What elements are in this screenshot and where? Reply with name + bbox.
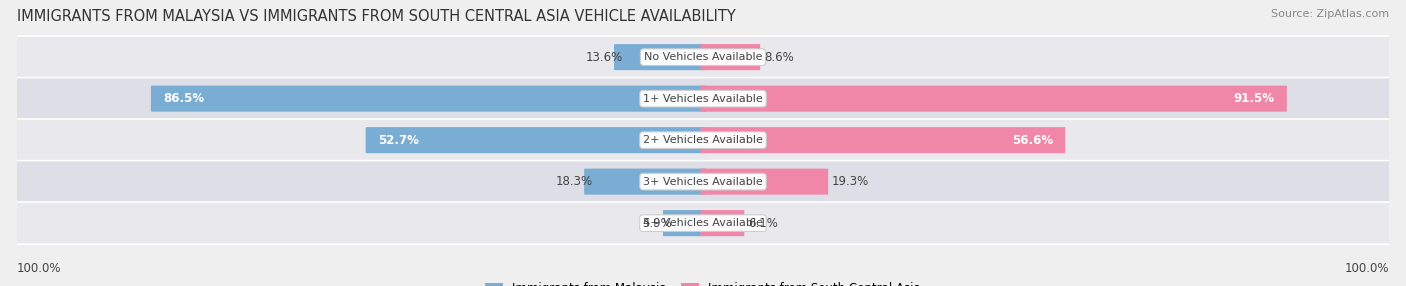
Text: 5.9%: 5.9% — [643, 217, 672, 230]
Text: 91.5%: 91.5% — [1234, 92, 1275, 105]
Legend: Immigrants from Malaysia, Immigrants from South Central Asia: Immigrants from Malaysia, Immigrants fro… — [481, 277, 925, 286]
Text: 100.0%: 100.0% — [17, 262, 62, 275]
Text: IMMIGRANTS FROM MALAYSIA VS IMMIGRANTS FROM SOUTH CENTRAL ASIA VEHICLE AVAILABIL: IMMIGRANTS FROM MALAYSIA VS IMMIGRANTS F… — [17, 9, 735, 23]
FancyBboxPatch shape — [700, 210, 744, 236]
Text: 13.6%: 13.6% — [586, 51, 623, 64]
FancyBboxPatch shape — [700, 169, 828, 195]
Text: 86.5%: 86.5% — [163, 92, 204, 105]
Text: 3+ Vehicles Available: 3+ Vehicles Available — [643, 177, 763, 187]
FancyBboxPatch shape — [11, 78, 1395, 120]
FancyBboxPatch shape — [11, 119, 1395, 161]
Text: 18.3%: 18.3% — [555, 175, 593, 188]
Text: Source: ZipAtlas.com: Source: ZipAtlas.com — [1271, 9, 1389, 19]
Text: 6.1%: 6.1% — [748, 217, 778, 230]
FancyBboxPatch shape — [700, 86, 1286, 112]
Text: 2+ Vehicles Available: 2+ Vehicles Available — [643, 135, 763, 145]
Text: No Vehicles Available: No Vehicles Available — [644, 52, 762, 62]
FancyBboxPatch shape — [700, 44, 761, 70]
Text: 4+ Vehicles Available: 4+ Vehicles Available — [643, 218, 763, 228]
FancyBboxPatch shape — [700, 127, 1066, 153]
Text: 8.6%: 8.6% — [763, 51, 794, 64]
FancyBboxPatch shape — [614, 44, 706, 70]
FancyBboxPatch shape — [11, 202, 1395, 244]
Text: 56.6%: 56.6% — [1012, 134, 1053, 147]
Text: 19.3%: 19.3% — [832, 175, 869, 188]
FancyBboxPatch shape — [585, 169, 706, 195]
FancyBboxPatch shape — [664, 210, 706, 236]
Text: 1+ Vehicles Available: 1+ Vehicles Available — [643, 94, 763, 104]
Text: 100.0%: 100.0% — [1344, 262, 1389, 275]
Text: 52.7%: 52.7% — [378, 134, 419, 147]
FancyBboxPatch shape — [11, 36, 1395, 78]
FancyBboxPatch shape — [150, 86, 706, 112]
FancyBboxPatch shape — [11, 160, 1395, 203]
FancyBboxPatch shape — [366, 127, 706, 153]
